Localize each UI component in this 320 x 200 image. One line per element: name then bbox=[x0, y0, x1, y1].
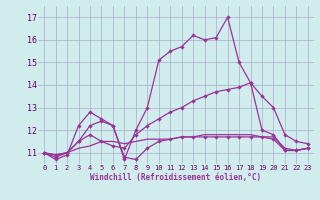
X-axis label: Windchill (Refroidissement éolien,°C): Windchill (Refroidissement éolien,°C) bbox=[91, 173, 261, 182]
